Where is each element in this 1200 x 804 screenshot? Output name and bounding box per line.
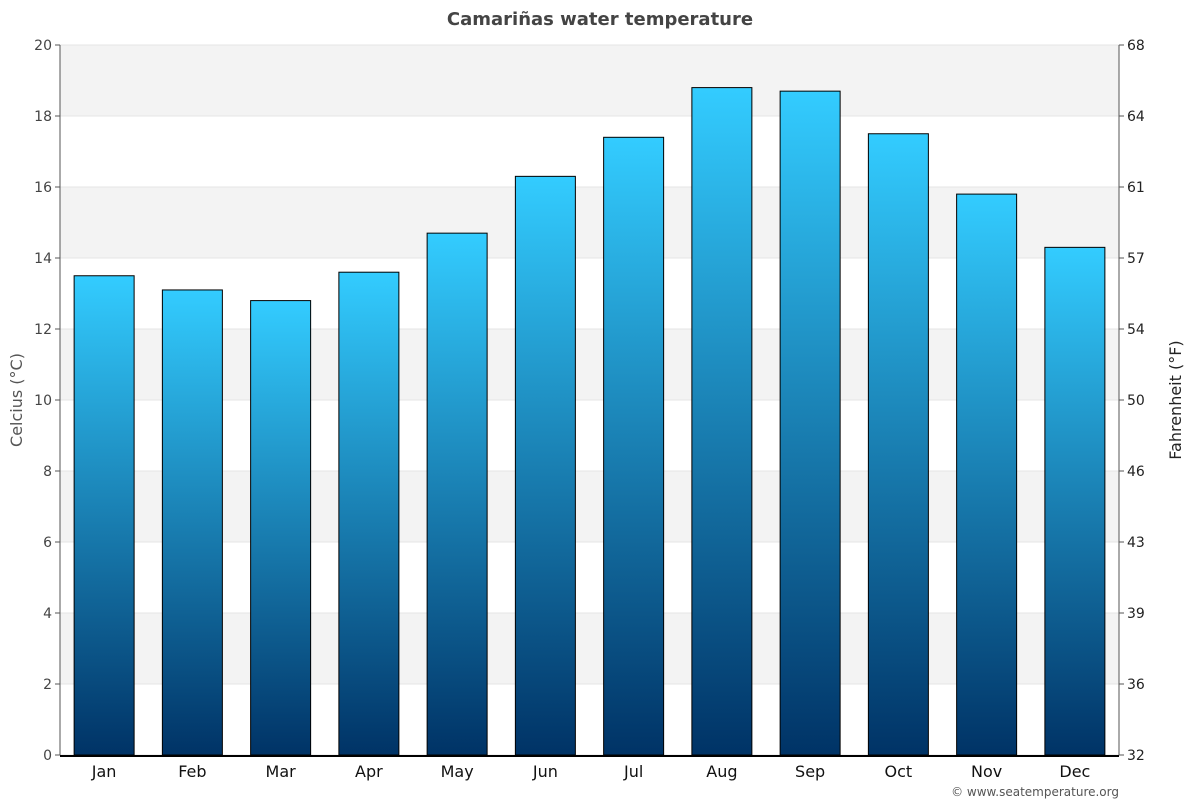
credit[interactable]: © www.seatemperature.org [951, 785, 1119, 799]
y-tick-label: 16 [34, 180, 52, 196]
bar-jun[interactable] [514, 175, 576, 756]
x-tick-label: Nov [971, 762, 1002, 781]
grid-band [60, 329, 1119, 400]
x-tick-label: Sep [795, 762, 825, 781]
x-tick-label: Jan [91, 762, 117, 781]
bar-nov[interactable] [956, 193, 1018, 756]
y-tick-label: 6 [43, 535, 52, 551]
bar-dec[interactable] [1044, 246, 1106, 756]
grid-band [60, 471, 1119, 542]
grid-band [60, 613, 1119, 684]
y2-axis-label: Fahrenheit (°F) [1166, 340, 1185, 459]
y2-tick-label: 50 [1127, 393, 1145, 409]
y-tick-label: 2 [43, 677, 52, 693]
y-tick-label: 8 [43, 464, 52, 480]
x-tick-label: Oct [885, 762, 913, 781]
y2-tick-label: 43 [1127, 535, 1145, 551]
bar-may[interactable] [426, 232, 488, 756]
grid-band [60, 45, 1119, 116]
y2-tick-label: 57 [1127, 251, 1145, 267]
bar-apr[interactable] [338, 271, 400, 756]
bar-mar[interactable] [250, 300, 312, 756]
bar-aug[interactable] [691, 87, 753, 756]
y2-tick-label: 46 [1127, 464, 1145, 480]
y-tick-label: 4 [43, 606, 52, 622]
bar-jul[interactable] [603, 136, 665, 756]
x-tick-label: Apr [355, 762, 383, 781]
x-tick-label: Jun [532, 762, 558, 781]
y-tick-label: 20 [34, 38, 52, 54]
bar-sep[interactable] [779, 90, 841, 756]
y-axis-label: Celcius (°C) [7, 353, 26, 447]
y-tick-label: 0 [43, 748, 52, 764]
y2-tick-label: 54 [1127, 322, 1145, 338]
x-tick-label: May [441, 762, 474, 781]
y2-tick-label: 68 [1127, 38, 1145, 54]
y2-tick-label: 32 [1127, 748, 1145, 764]
y-tick-label: 12 [34, 322, 52, 338]
y-tick-label: 18 [34, 109, 52, 125]
x-tick-label: Feb [178, 762, 206, 781]
bar-feb[interactable] [161, 289, 223, 756]
y2-tick-label: 61 [1127, 180, 1145, 196]
y2-tick-label: 39 [1127, 606, 1145, 622]
grid-band [60, 187, 1119, 258]
x-tick-label: Jul [623, 762, 643, 781]
y-tick-label: 10 [34, 393, 52, 409]
bar-oct[interactable] [867, 133, 929, 756]
bar-jan[interactable] [73, 275, 135, 756]
x-tick-label: Aug [706, 762, 737, 781]
y2-tick-label: 36 [1127, 677, 1145, 693]
y-tick-label: 14 [34, 251, 52, 267]
x-tick-label: Dec [1059, 762, 1090, 781]
x-tick-label: Mar [266, 762, 297, 781]
chart-title: Camariñas water temperature [447, 9, 753, 30]
y2-tick-label: 64 [1127, 109, 1145, 125]
